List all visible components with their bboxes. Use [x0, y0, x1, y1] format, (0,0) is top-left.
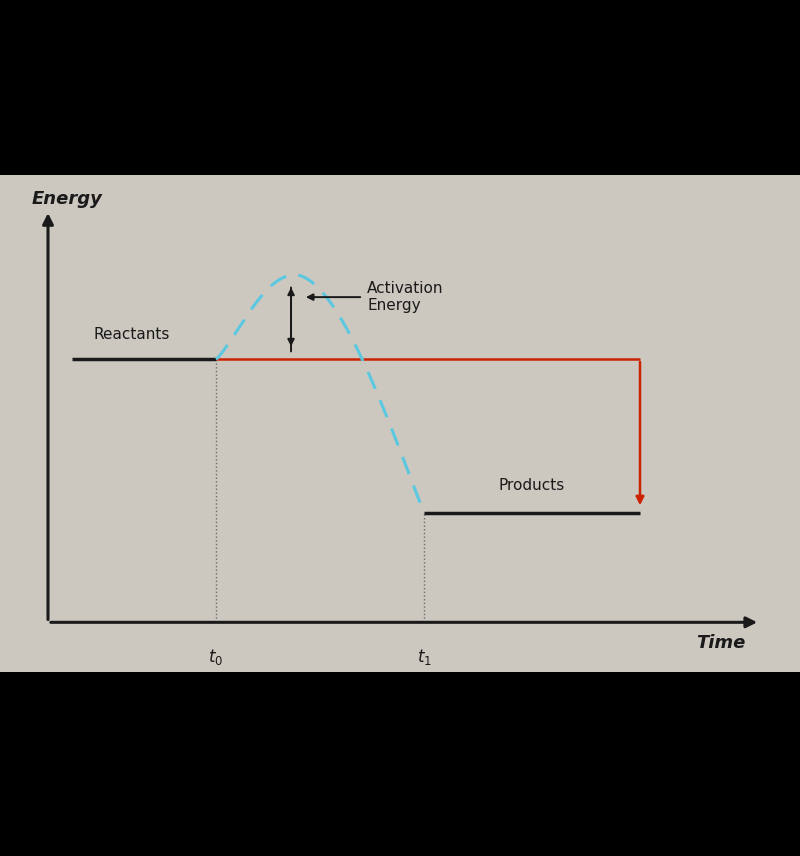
- Text: $t_0$: $t_0$: [209, 647, 223, 667]
- Text: $t_1$: $t_1$: [417, 647, 431, 667]
- Text: Time: Time: [696, 634, 746, 652]
- Text: Energy: Energy: [32, 190, 103, 208]
- Text: Activation
Energy: Activation Energy: [367, 281, 443, 313]
- Text: Products: Products: [499, 479, 565, 493]
- Text: Reactants: Reactants: [94, 327, 170, 342]
